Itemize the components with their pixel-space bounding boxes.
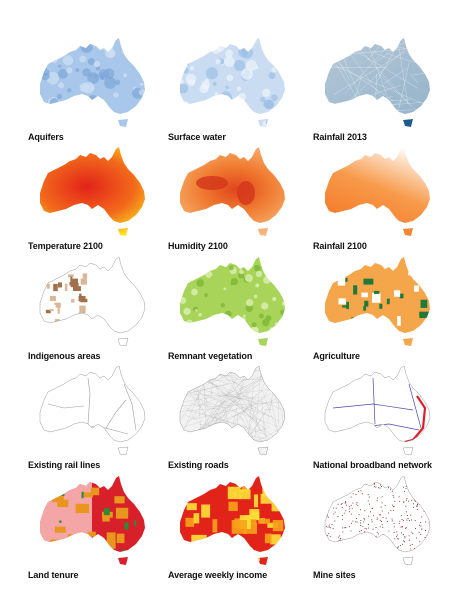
- existing-rail-lines-map: [39, 365, 146, 456]
- national-broadband-network-panel: National broadband network: [313, 364, 453, 482]
- indigenous-areas-caption: Indigenous areas: [28, 351, 101, 361]
- rainfall-2013-map: [325, 38, 430, 127]
- existing-rail-lines-caption: Existing rail lines: [28, 460, 101, 470]
- land-tenure-caption: Land tenure: [28, 570, 79, 580]
- land-tenure-map: [40, 476, 145, 565]
- remnant-vegetation-caption: Remnant vegetation: [168, 351, 253, 361]
- aquifers-caption: Aquifers: [28, 132, 64, 142]
- remnant-vegetation-panel: Remnant vegetation: [168, 255, 308, 373]
- existing-roads-map: [179, 365, 286, 456]
- agriculture-map: [325, 257, 430, 346]
- existing-roads-panel: Existing roads: [168, 364, 308, 482]
- aquifers-panel: Aquifers: [28, 36, 168, 154]
- surface-water-map: [180, 38, 285, 127]
- indigenous-areas-map: [39, 256, 146, 347]
- rainfall-2013-caption: Rainfall 2013: [313, 132, 367, 142]
- aquifers-map: [40, 38, 145, 127]
- average-weekly-income-caption: Average weekly income: [168, 570, 268, 580]
- agriculture-panel: Agriculture: [313, 255, 453, 373]
- existing-rail-lines-panel: Existing rail lines: [28, 364, 168, 482]
- national-broadband-network-map: [324, 365, 431, 456]
- rainfall-2100-panel: Rainfall 2100: [313, 145, 453, 263]
- remnant-vegetation-map: [180, 257, 285, 346]
- existing-roads-caption: Existing roads: [168, 460, 229, 470]
- rainfall-2013-panel: Rainfall 2013: [313, 36, 453, 154]
- average-weekly-income-map: [180, 476, 285, 565]
- rainfall-2100-caption: Rainfall 2100: [313, 241, 367, 251]
- average-weekly-income-panel: Average weekly income: [168, 474, 308, 592]
- surface-water-panel: Surface water: [168, 36, 308, 154]
- temperature-2100-panel: Temperature 2100: [28, 145, 168, 263]
- agriculture-caption: Agriculture: [313, 351, 360, 361]
- rainfall-2100-map: [325, 147, 430, 236]
- national-broadband-network-caption: National broadband network: [313, 460, 432, 470]
- mine-sites-panel: Mine sites: [313, 474, 453, 592]
- humidity-2100-caption: Humidity 2100: [168, 241, 228, 251]
- temperature-2100-map: [40, 147, 145, 236]
- mine-sites-map: [324, 475, 431, 566]
- humidity-2100-panel: Humidity 2100: [168, 145, 308, 263]
- surface-water-caption: Surface water: [168, 132, 226, 142]
- humidity-2100-map: [180, 147, 285, 236]
- mine-sites-caption: Mine sites: [313, 570, 356, 580]
- land-tenure-panel: Land tenure: [28, 474, 168, 592]
- temperature-2100-caption: Temperature 2100: [28, 241, 103, 251]
- indigenous-areas-panel: Indigenous areas: [28, 255, 168, 373]
